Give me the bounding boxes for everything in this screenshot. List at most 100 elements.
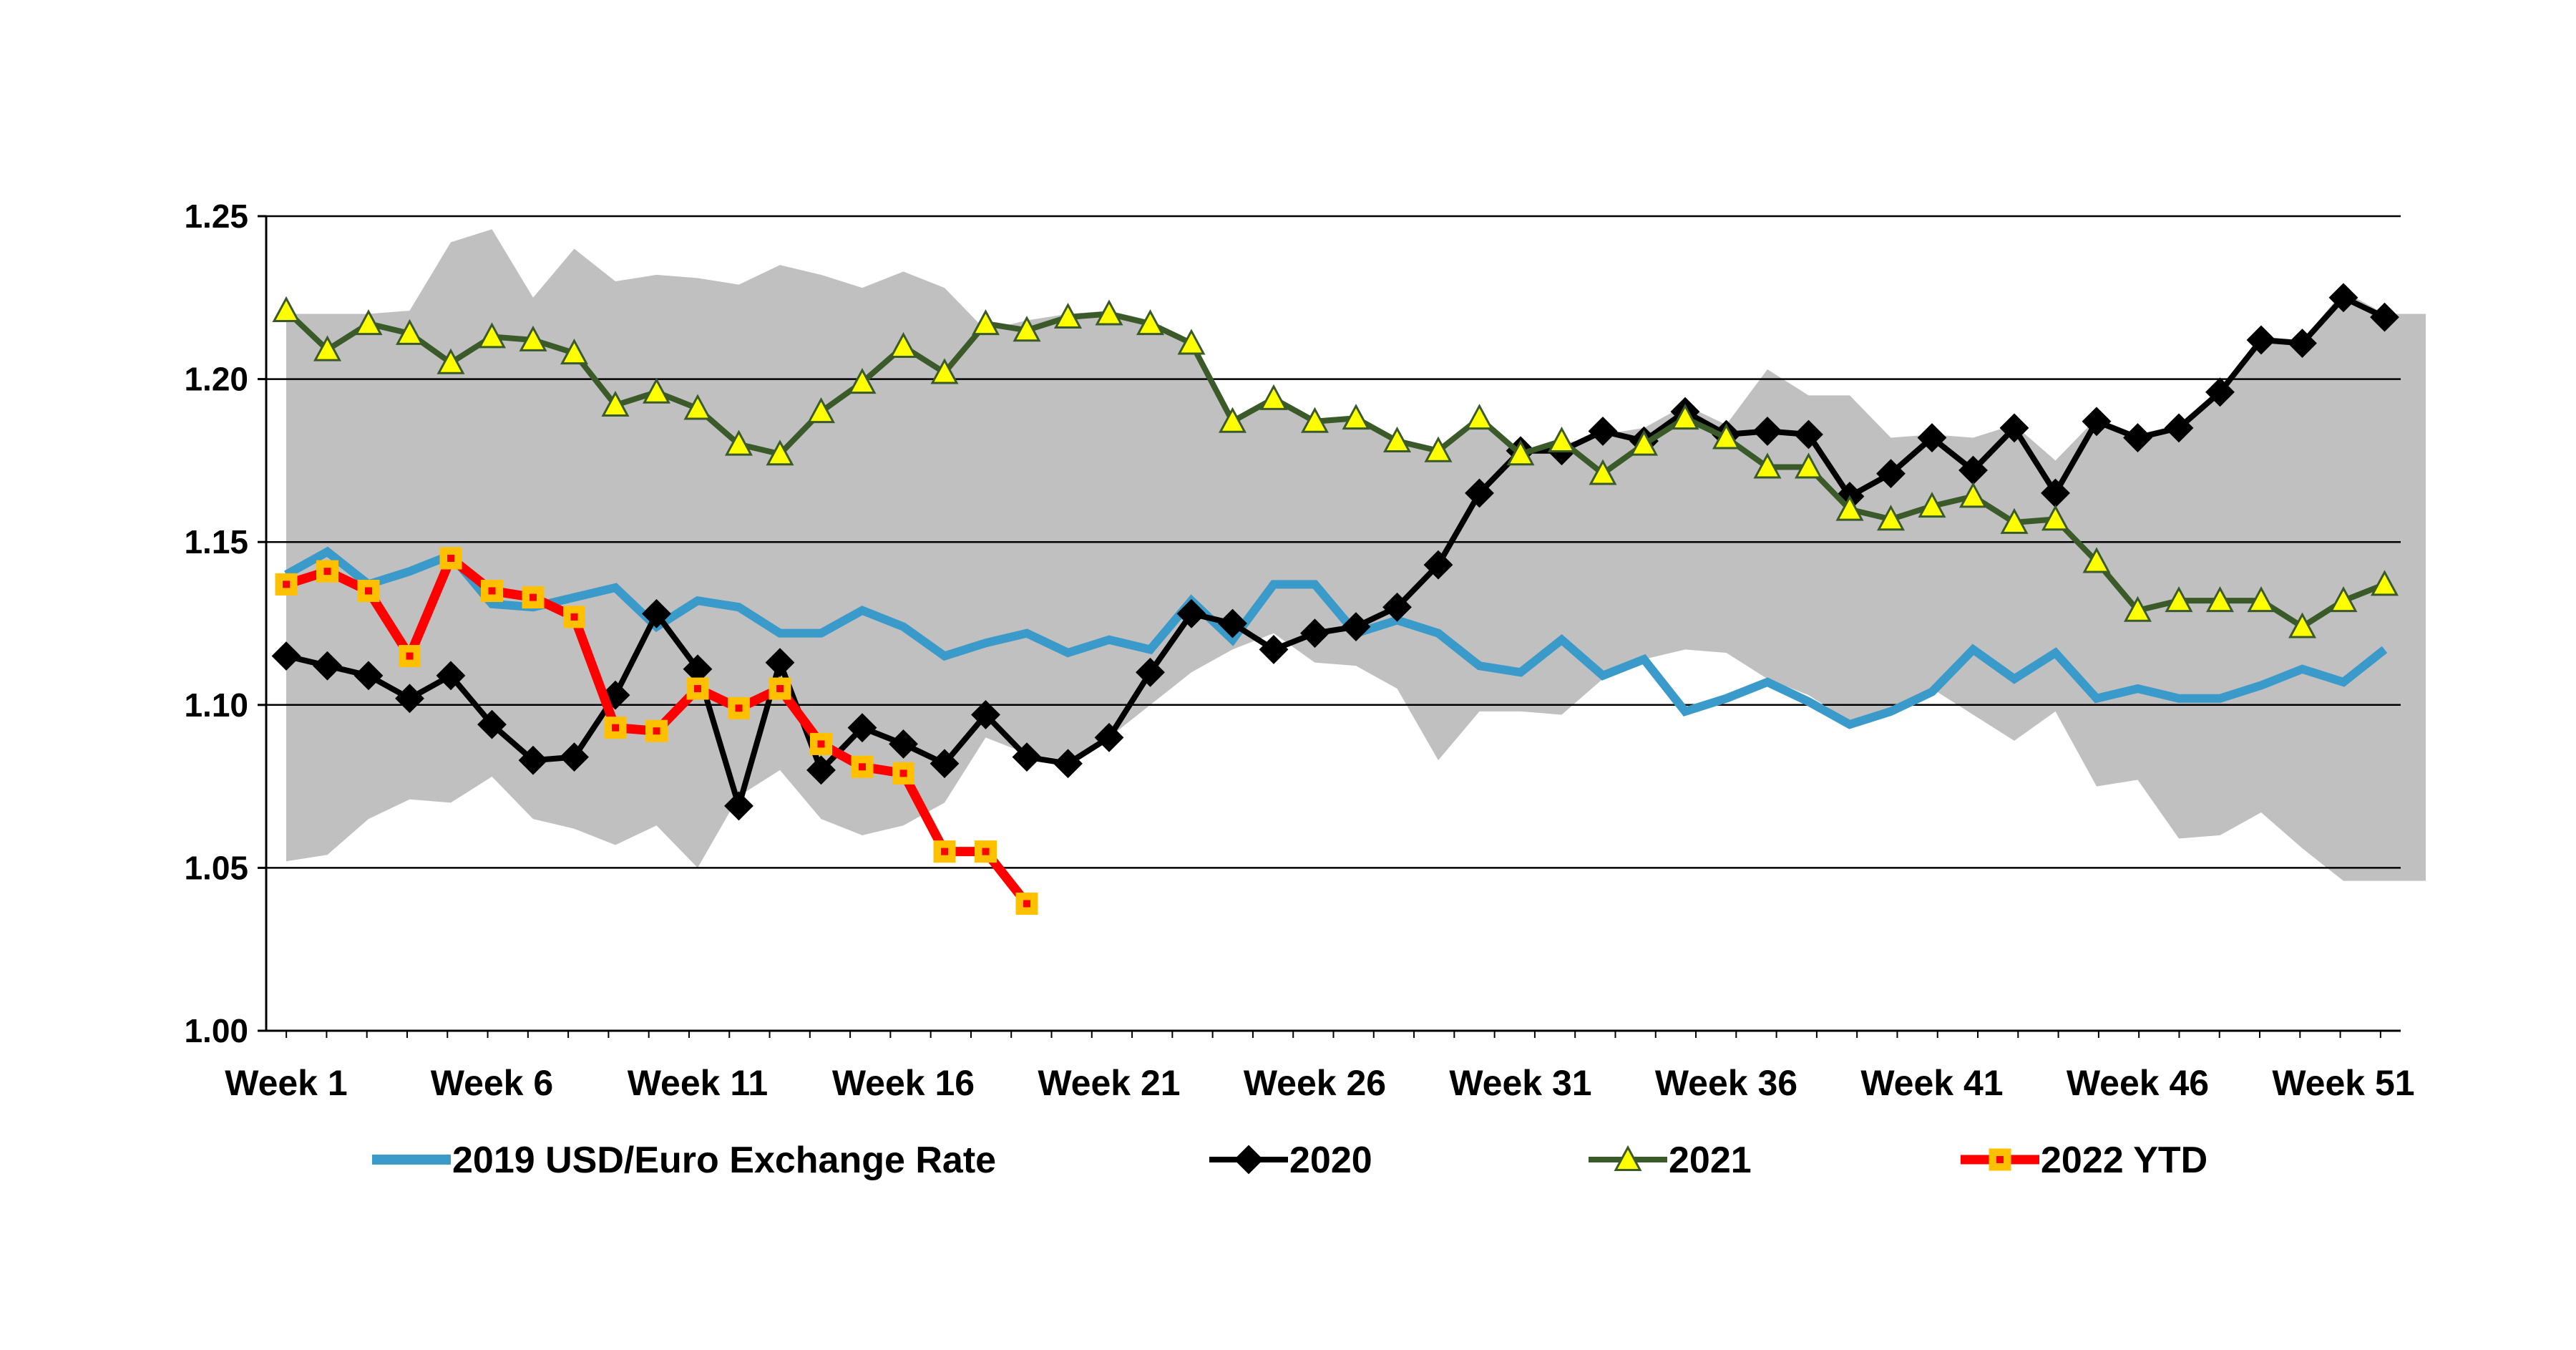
data-point-2022-ytd-center <box>283 581 290 588</box>
data-point-2021 <box>1218 407 1247 433</box>
y-tick-label: 1.20 <box>184 361 248 398</box>
data-point-2022-ytd-center <box>365 587 372 595</box>
data-point-2022-ytd-body <box>975 840 997 863</box>
data-point-2021 <box>683 394 712 420</box>
data-point-2021 <box>1918 491 1946 518</box>
data-point-2021 <box>1547 426 1576 453</box>
y-tick-label: 1.00 <box>184 1012 248 1049</box>
data-point-2022-ytd-center <box>653 727 660 735</box>
x-tick-label: Week 21 <box>1038 1063 1180 1103</box>
data-point-2021 <box>395 319 424 345</box>
data-point-2021 <box>806 397 836 424</box>
data-point-2022-ytd-center <box>530 593 537 601</box>
data-point-2022-ytd-center <box>570 613 578 621</box>
data-point-2020 <box>1588 417 1618 446</box>
data-point-2020 <box>889 729 918 759</box>
data-point-2020 <box>930 749 960 779</box>
data-point-2020 <box>1053 749 1083 779</box>
data-point-2022-ytd-center <box>406 652 414 660</box>
data-point-2021 <box>1300 407 1330 433</box>
data-point-2022-ytd <box>769 677 791 700</box>
data-point-2021 <box>1712 423 1741 450</box>
x-tick-label: Week 41 <box>1860 1063 2003 1103</box>
x-tick-label: Week 1 <box>225 1063 347 1103</box>
data-point-2022-ytd <box>522 586 545 609</box>
data-point-2021 <box>354 309 383 336</box>
data-point-2022-ytd <box>399 645 421 668</box>
data-point-2020 <box>2328 283 2358 313</box>
data-point-2020 <box>313 651 342 681</box>
data-point-2021 <box>272 296 301 322</box>
historical-range-band <box>286 229 2426 881</box>
data-point-2021 <box>1424 436 1453 462</box>
data-point-2022-ytd <box>275 573 298 596</box>
data-point-2022-ytd <box>316 560 338 583</box>
data-point-2021 <box>971 309 1000 336</box>
data-point-2021 <box>2247 586 2275 613</box>
data-point-2022-ytd <box>439 547 462 570</box>
data-point-2020 <box>2205 377 2235 407</box>
data-point-2020 <box>2288 329 2317 358</box>
data-point-2020 <box>1259 635 1289 664</box>
data-point-2022-ytd-center <box>1023 900 1030 908</box>
data-point-2021 <box>2165 586 2193 613</box>
data-point-2021 <box>2370 570 2399 596</box>
data-point-2021 <box>1506 440 1535 466</box>
data-point-2020 <box>971 700 1000 729</box>
series-2021 <box>272 296 2399 638</box>
data-point-2022-ytd-body <box>522 586 545 609</box>
data-point-2020 <box>2123 423 2152 452</box>
data-point-2022-ytd <box>481 579 503 602</box>
data-point-2020 <box>271 641 301 671</box>
data-point-2022-ytd <box>686 677 709 700</box>
data-point-2021 <box>2082 547 2111 573</box>
data-point-2021 <box>1342 404 1370 430</box>
data-point-2021 <box>560 339 589 365</box>
data-point-2022-ytd-body <box>686 677 709 700</box>
data-point-2021 <box>1589 459 1617 485</box>
data-point-2020 <box>806 755 836 785</box>
data-point-2020 <box>477 709 507 739</box>
data-point-2020 <box>395 684 424 714</box>
data-point-2020 <box>560 742 589 772</box>
data-point-2021 <box>1629 429 1659 456</box>
data-point-2020 <box>518 745 548 775</box>
data-point-2021 <box>1753 452 1782 479</box>
y-tick-label: 1.05 <box>184 849 248 886</box>
data-point-2022-ytd-center <box>612 724 619 732</box>
data-point-2022-ytd-center <box>859 763 866 771</box>
data-point-2020 <box>1465 478 1494 508</box>
data-point-2021 <box>1835 495 1864 521</box>
y-tick-label: 1.15 <box>184 523 248 560</box>
data-point-2022-ytd-center <box>694 685 701 693</box>
data-point-2022-ytd-center <box>447 554 454 562</box>
legend-marker <box>1234 1145 1264 1175</box>
data-point-2021 <box>642 377 671 404</box>
data-point-2021 <box>2123 596 2152 622</box>
x-tick-label: Week 51 <box>2272 1063 2414 1103</box>
data-point-2020 <box>1012 742 1042 772</box>
x-tick-label: Week 6 <box>431 1063 553 1103</box>
data-point-2020 <box>847 713 877 743</box>
data-point-2021 <box>724 429 753 456</box>
data-point-2021 <box>1177 329 1206 355</box>
data-point-2020 <box>1176 598 1206 628</box>
data-point-2020 <box>1218 608 1247 638</box>
data-point-2021 <box>1136 309 1165 336</box>
data-point-2021 <box>601 390 630 417</box>
data-point-2021 <box>1382 426 1412 453</box>
series-line-2019-usd-euro-exchange-rate <box>284 546 2388 729</box>
data-point-2020 <box>1382 592 1412 622</box>
data-point-2020 <box>1423 550 1453 580</box>
legend-entry-2021: 2021 <box>1589 1140 1752 1181</box>
data-point-2020 <box>642 598 671 628</box>
data-point-2021 <box>889 331 918 359</box>
data-point-2022-ytd-center <box>941 848 948 855</box>
series-2022-ytd <box>275 547 1038 915</box>
data-point-2020 <box>1341 612 1371 641</box>
legend-marker-center <box>1996 1156 2004 1163</box>
legend-entry-2019-usd-euro-exchange-rate: 2019 USD/Euro Exchange Rate <box>372 1140 996 1181</box>
data-point-2022-ytd <box>975 840 997 863</box>
data-point-2020 <box>2246 325 2276 355</box>
